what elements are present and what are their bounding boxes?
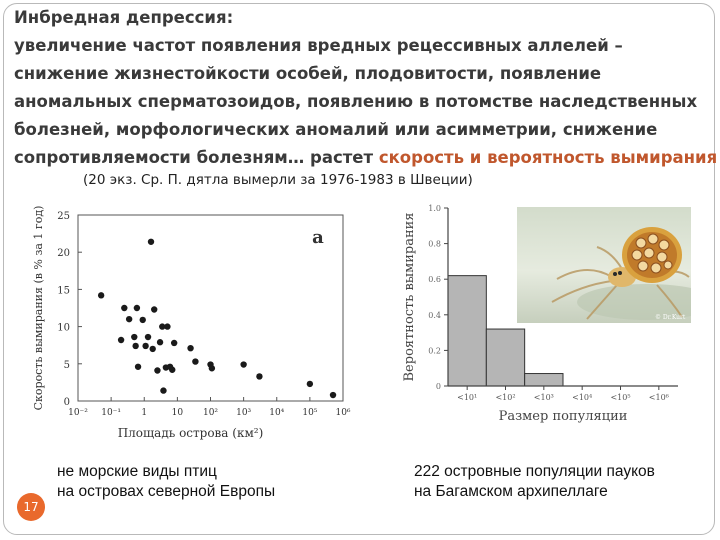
bar-x-tick-label: <10³ — [534, 393, 554, 402]
scatter-point — [147, 238, 155, 245]
scatter-point — [117, 336, 125, 344]
scatter-point — [170, 339, 178, 347]
scatter-caption: не морские виды птиц на островах северно… — [57, 462, 275, 502]
scatter-point — [192, 358, 199, 365]
scatter-point — [151, 306, 158, 313]
scatter-point — [132, 342, 139, 350]
photo-credit: © Dr.Kurt — [655, 314, 686, 321]
bar-x-tick-label: <10¹ — [457, 393, 477, 402]
slide-heading: Инбредная депрессия: увеличение частот п… — [14, 4, 718, 172]
scatter-point — [142, 342, 149, 350]
scatter-point — [133, 304, 141, 312]
slide-frame — [3, 3, 715, 535]
scatter-y-tick-label: 15 — [57, 285, 70, 296]
scatter-y-tick-label: 25 — [57, 211, 70, 222]
bar-1 — [447, 275, 487, 387]
scatter-point — [154, 367, 161, 374]
scatter-point — [160, 387, 167, 394]
scatter-point — [256, 373, 263, 380]
bar-y-tick-label: 0 — [436, 382, 441, 391]
scatter-point — [306, 380, 314, 388]
bar-caption: 222 островные популяции пауков на Багамс… — [414, 462, 655, 502]
heading-line-1: Инбредная депрессия: — [14, 8, 234, 27]
heading-line-2: увеличение частот появления вредных реце… — [14, 36, 623, 55]
scatter-y-tick-label: 5 — [64, 360, 70, 371]
scatter-point — [169, 366, 176, 373]
heading-line-5: болезней, морфологических аномалий или а… — [14, 120, 658, 139]
scatter-y-axis-title: Скорость вымирания (в % за 1 год) — [32, 206, 45, 411]
scatter-x-tick-label: 10 — [172, 408, 184, 418]
scatter-x-tick-label: 10⁻² — [68, 408, 88, 418]
spider-photo: © Dr.Kurt — [517, 207, 691, 323]
scatter-point — [149, 345, 156, 353]
scatter-point — [156, 339, 164, 346]
scatter-x-tick-label: 10⁻¹ — [101, 408, 121, 418]
heading-line-3: снижение жизнестойкости особей, плодовит… — [14, 64, 602, 83]
heading-line-6: сопротивляемости болезням… растет скорос… — [14, 144, 718, 172]
heading-highlight: скорость и вероятность вымирания — [378, 148, 718, 167]
scatter-point — [159, 323, 166, 330]
bar-y-tick-label: 1.0 — [428, 204, 441, 213]
bar-y-tick-label: 0.4 — [428, 311, 441, 320]
scatter-x-tick-label: 10³ — [236, 408, 251, 418]
bar-y-axis-title: Вероятность вымирания — [402, 212, 417, 381]
scatter-x-tick-label: 1 — [141, 408, 147, 418]
scatter-y-tick-label: 0 — [64, 397, 70, 408]
bar-caption-line-1: 222 островные популяции пауков — [414, 463, 655, 480]
bar-x-tick-label: <10² — [495, 393, 515, 402]
bar-y-tick-label: 0.6 — [428, 275, 441, 284]
scatter-point — [97, 292, 105, 299]
scatter-plot-frame — [77, 214, 344, 402]
page-number-badge: 17 — [17, 493, 45, 521]
scatter-point — [139, 316, 146, 324]
bar-x-axis-title: Размер популяции — [499, 409, 628, 424]
scatter-point — [134, 363, 142, 370]
scatter-point — [329, 391, 337, 399]
scatter-x-tick-label: 10⁴ — [269, 408, 284, 418]
scatter-panel-label: a — [312, 227, 324, 248]
bar-chart: 0 0.2 0.4 0.6 0.8 1.0 <10¹ <10² <10³ <10⁴ <10⁵ <10⁶… — [402, 204, 678, 424]
scatter-caption-line-1: не морские виды птиц — [57, 463, 217, 480]
scatter-x-tick-label: 10² — [203, 408, 218, 418]
scatter-point — [131, 333, 138, 341]
bar-2 — [485, 328, 526, 387]
scatter-point — [125, 315, 133, 323]
scatter-point — [187, 344, 194, 352]
heading-line-6-text: сопротивляемости болезням… растет — [14, 148, 379, 167]
heading-line-4: аномальных сперматозоидов, появлению в п… — [14, 92, 698, 111]
bar-x-tick-label: <10⁴ — [572, 393, 592, 402]
bar-x-tick-label: <10⁶ — [649, 393, 669, 402]
scatter-point — [164, 323, 171, 330]
scatter-point — [208, 365, 216, 372]
scatter-y-tick-label: 20 — [57, 248, 70, 259]
bar-y-tick-label: 0.8 — [428, 240, 441, 249]
scatter-point — [121, 304, 128, 312]
bar-x-tick-label: <10⁵ — [610, 393, 630, 402]
scatter-point — [144, 333, 152, 341]
bar-y-tick-label: 0.2 — [428, 346, 441, 355]
scatter-caption-line-2: на островах северной Европы — [57, 483, 276, 500]
scatter-point — [240, 361, 247, 368]
scatter-x-tick-label: 10⁵ — [302, 408, 317, 418]
woodpecker-note: (20 экз. Ср. П. дятла вымерли за 1976-19… — [83, 172, 473, 188]
scatter-x-tick-label: 10⁶ — [335, 408, 350, 418]
bar-3 — [524, 373, 564, 387]
bar-caption-line-2: на Багамском архипеллаге — [414, 483, 608, 500]
scatter-chart: 0 5 10 15 20 25 10⁻² 10⁻¹ 1 10 10² 10³ 10⁴ 10⁵ 10⁶ a Пло… — [32, 206, 351, 440]
scatter-x-axis-title: Площадь острова (км²) — [118, 426, 264, 440]
scatter-y-tick-label: 10 — [57, 323, 70, 334]
